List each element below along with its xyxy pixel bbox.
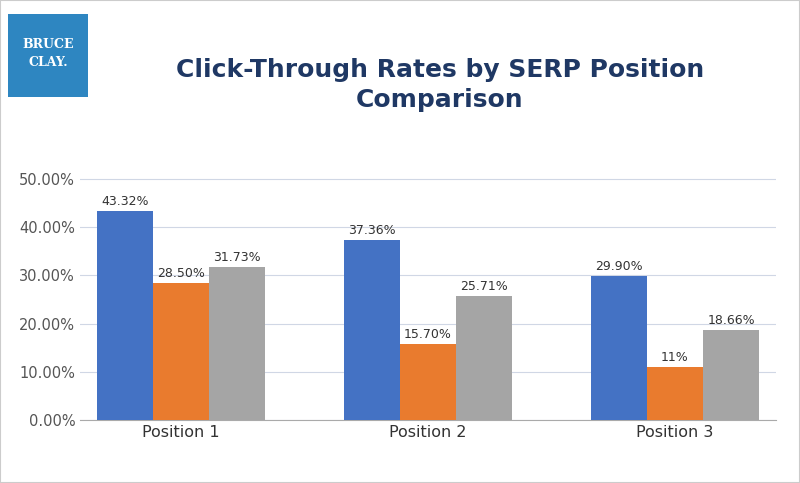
Text: 29.90%: 29.90%: [595, 260, 642, 273]
Text: 28.50%: 28.50%: [157, 267, 205, 280]
Bar: [590, 276, 647, 420]
Bar: [400, 344, 456, 420]
Bar: [97, 211, 153, 420]
Bar: [456, 296, 512, 420]
Text: 37.36%: 37.36%: [348, 224, 396, 237]
Bar: [703, 330, 759, 420]
Text: 18.66%: 18.66%: [707, 314, 755, 327]
Text: Click-Through Rates by SERP Position
Comparison: Click-Through Rates by SERP Position Com…: [176, 58, 704, 112]
Bar: [209, 267, 266, 420]
Text: 15.70%: 15.70%: [404, 328, 452, 341]
Text: 11%: 11%: [661, 351, 689, 364]
Text: 25.71%: 25.71%: [460, 280, 508, 293]
Bar: [153, 283, 209, 420]
Text: BRUCE
CLAY.: BRUCE CLAY.: [22, 39, 74, 70]
Bar: [647, 367, 703, 420]
Text: 43.32%: 43.32%: [101, 195, 149, 208]
Text: 31.73%: 31.73%: [214, 251, 261, 264]
Bar: [344, 240, 400, 420]
